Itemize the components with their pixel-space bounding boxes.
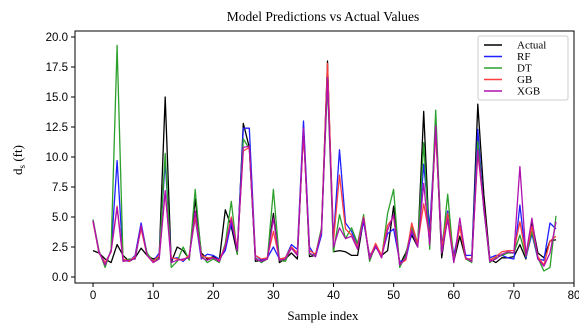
y-tick-label: 7.5 bbox=[52, 182, 68, 194]
x-tick-label: 10 bbox=[147, 290, 160, 302]
x-tick-label: 20 bbox=[207, 290, 220, 302]
y-axis-label: ds (ft) bbox=[10, 145, 27, 175]
x-tick-label: 70 bbox=[507, 290, 520, 302]
legend-label-gb: GB bbox=[517, 74, 532, 86]
y-tick-label: 17.5 bbox=[46, 62, 68, 74]
series-line-xgb bbox=[92, 77, 557, 267]
legend-label-xgb: XGB bbox=[517, 86, 540, 98]
legend-label-rf: RF bbox=[517, 51, 530, 63]
y-tick-label: 20.0 bbox=[46, 32, 68, 44]
y-tick-label: 12.5 bbox=[46, 122, 68, 134]
y-tick-label: 0.0 bbox=[52, 272, 68, 284]
x-tick-label: 0 bbox=[90, 290, 96, 302]
x-tick-label: 30 bbox=[267, 290, 280, 302]
x-tick-label: 50 bbox=[387, 290, 400, 302]
x-axis-label: Sample index bbox=[287, 308, 359, 323]
chart-title: Model Predictions vs Actual Values bbox=[227, 9, 419, 24]
x-tick-label: 60 bbox=[447, 290, 460, 302]
y-tick-label: 2.5 bbox=[52, 242, 68, 254]
x-tick-label: 40 bbox=[327, 290, 340, 302]
y-axis-label-main: d bbox=[10, 168, 25, 175]
y-axis-label-unit: (ft) bbox=[10, 145, 25, 165]
y-tick-label: 5.0 bbox=[52, 212, 68, 224]
y-axis: 0.0 2.5 5.0 7.5 10.0 12.5 15.0 17.5 20.0 bbox=[46, 32, 75, 284]
y-tick-label: 15.0 bbox=[46, 92, 68, 104]
y-tick-label: 10.0 bbox=[46, 152, 68, 164]
x-axis: 0 10 20 30 40 50 60 70 80 bbox=[90, 283, 579, 302]
series-lines bbox=[92, 44, 557, 272]
x-tick-label: 80 bbox=[568, 290, 579, 302]
legend-label-dt: DT bbox=[517, 63, 532, 75]
y-axis-label-subscript: s bbox=[17, 164, 27, 168]
legend-box bbox=[477, 35, 569, 101]
legend-label-actual: Actual bbox=[517, 40, 546, 52]
